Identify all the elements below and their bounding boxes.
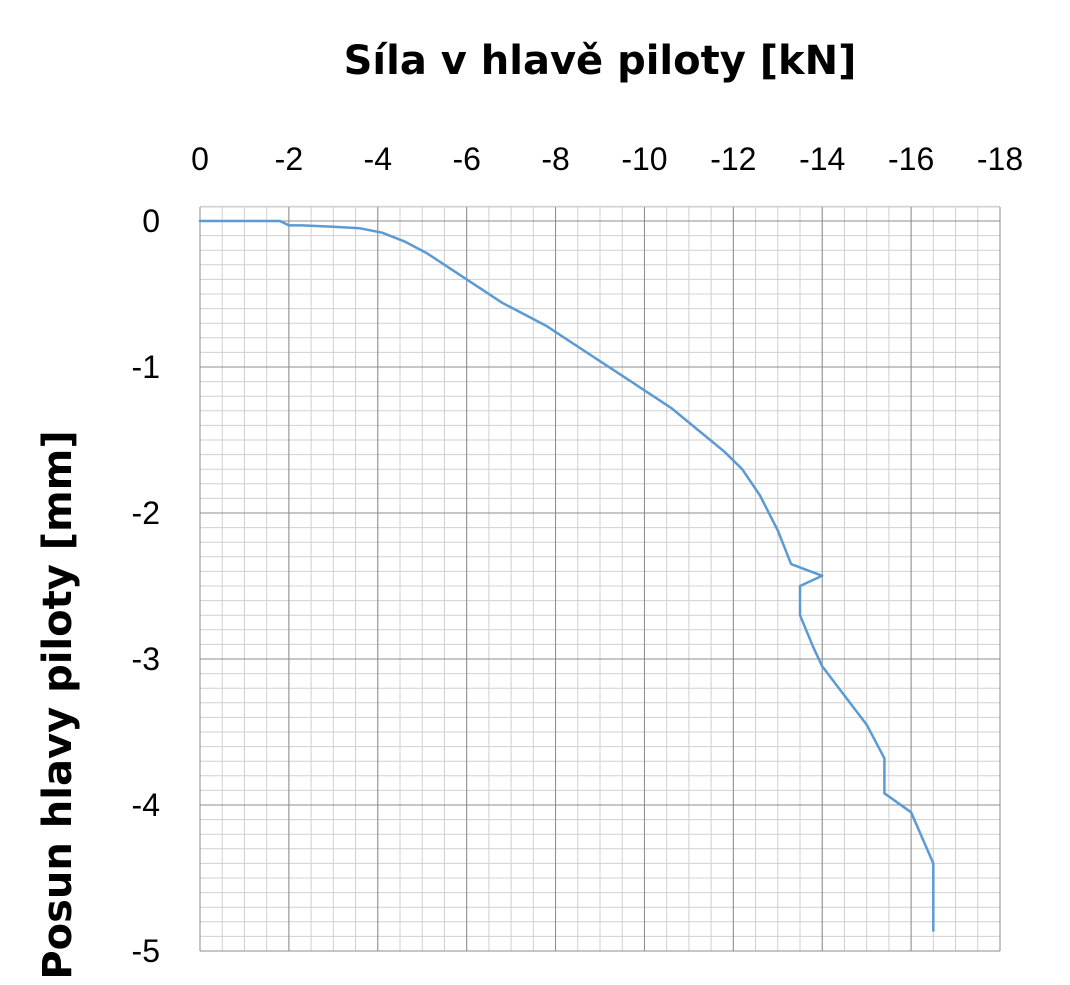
x-tick-label: -14 [799, 141, 845, 177]
series-line [198, 219, 935, 932]
y-tick-label: -5 [132, 933, 160, 969]
x-tick-label: -2 [275, 141, 303, 177]
x-tick-label: -16 [888, 141, 934, 177]
x-tick-label: -6 [452, 141, 480, 177]
x-tick-label: -8 [541, 141, 569, 177]
y-tick-label: -3 [132, 641, 160, 677]
x-tick-label: -18 [977, 141, 1023, 177]
x-tick-label: 0 [191, 141, 209, 177]
y-tick-label: -1 [132, 349, 160, 385]
x-tick-label: -12 [710, 141, 756, 177]
y-tick-label: 0 [142, 203, 160, 239]
y-tick-label: -4 [132, 787, 160, 823]
x-tick-label: -4 [364, 141, 392, 177]
chart-title: Síla v hlavě piloty [kN] [343, 38, 857, 84]
y-tick-label: -2 [132, 495, 160, 531]
x-tick-label: -10 [621, 141, 667, 177]
